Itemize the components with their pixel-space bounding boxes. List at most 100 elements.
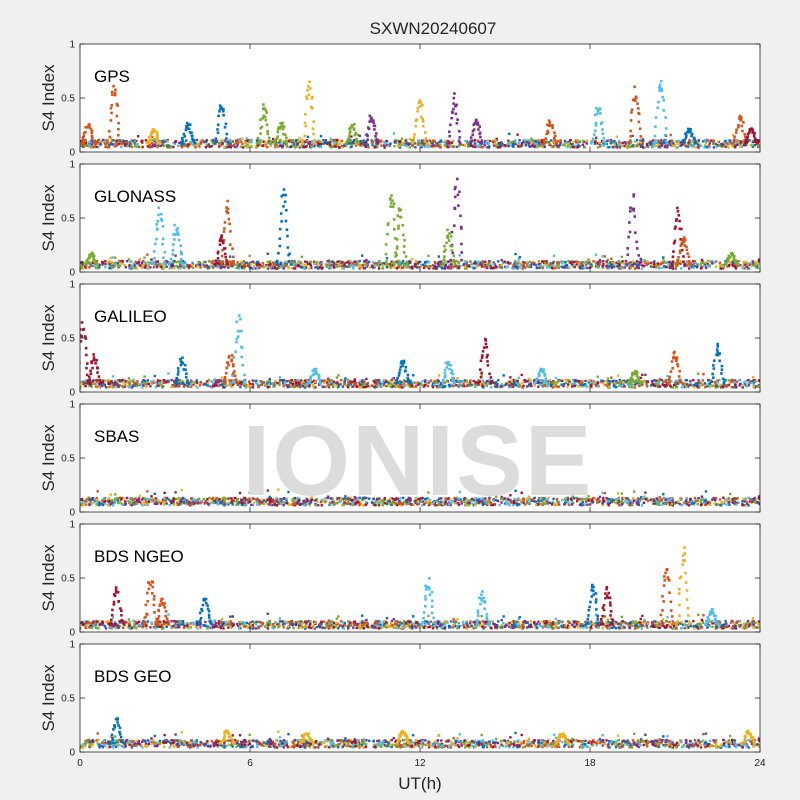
data-point — [251, 379, 254, 382]
data-point — [526, 265, 530, 268]
data-point — [390, 382, 393, 386]
data-point — [540, 145, 544, 149]
spike-point — [542, 138, 546, 142]
data-point — [170, 264, 173, 268]
data-point — [378, 385, 382, 388]
data-point — [617, 143, 620, 146]
data-point — [128, 382, 131, 386]
data-point — [178, 260, 181, 264]
data-point — [119, 145, 123, 149]
data-point — [570, 385, 574, 388]
data-point — [554, 266, 557, 270]
data-point — [747, 384, 751, 387]
data-point — [364, 145, 368, 148]
data-point — [271, 382, 274, 386]
data-point — [360, 142, 363, 145]
chart-title: SXWN20240607 — [370, 19, 497, 38]
data-point — [500, 258, 503, 262]
data-point — [520, 373, 523, 377]
spike-point — [115, 114, 119, 118]
data-point — [398, 146, 402, 149]
data-point — [498, 386, 501, 389]
data-point — [503, 143, 507, 147]
data-point — [535, 266, 539, 270]
data-point — [592, 381, 595, 384]
spike-point — [450, 116, 453, 120]
spike-point — [286, 234, 289, 238]
data-point — [297, 385, 300, 388]
data-point — [716, 381, 720, 384]
data-point — [395, 266, 399, 270]
data-point — [425, 382, 429, 385]
data-point — [345, 383, 348, 387]
data-point — [743, 267, 746, 270]
data-point — [733, 146, 737, 149]
data-point — [708, 383, 711, 387]
spike-point — [475, 118, 478, 122]
data-point — [377, 267, 381, 270]
spike-point — [396, 214, 400, 217]
spike-point — [547, 119, 551, 122]
data-point — [351, 143, 354, 146]
data-point — [445, 145, 449, 149]
data-point — [159, 383, 162, 387]
data-point — [649, 265, 653, 268]
data-point — [385, 257, 389, 260]
spike-point — [374, 132, 378, 135]
data-point — [529, 384, 533, 387]
data-point — [537, 381, 540, 384]
data-point — [482, 386, 485, 389]
data-point — [542, 265, 545, 268]
data-point — [351, 262, 355, 265]
data-point — [508, 132, 511, 136]
data-point — [473, 262, 476, 265]
data-point — [481, 379, 485, 382]
data-point — [172, 385, 176, 388]
data-point — [287, 266, 291, 269]
data-point — [426, 383, 429, 387]
spike-point — [96, 263, 100, 266]
data-point — [724, 378, 727, 382]
spike-point — [148, 138, 152, 142]
data-point — [694, 262, 697, 265]
spike-point — [424, 137, 428, 140]
data-point — [231, 383, 234, 387]
data-point — [271, 137, 275, 141]
data-point — [104, 266, 107, 269]
data-point — [229, 263, 232, 266]
data-point — [393, 145, 396, 148]
data-point — [581, 382, 584, 385]
data-point — [191, 381, 194, 385]
data-point — [230, 385, 233, 389]
spike-point — [82, 132, 86, 135]
data-point — [686, 385, 690, 388]
spike-point — [664, 127, 668, 130]
data-point — [576, 138, 579, 142]
spike-point — [312, 120, 316, 123]
spike-point — [277, 251, 280, 255]
data-point — [418, 260, 422, 264]
data-point — [758, 140, 760, 143]
data-point — [606, 377, 610, 380]
spike-point — [455, 121, 459, 125]
data-point — [579, 385, 583, 388]
data-point — [711, 260, 714, 263]
data-point — [328, 380, 331, 383]
data-point — [385, 140, 388, 143]
spike-point — [743, 133, 746, 136]
spike-point — [451, 111, 454, 115]
data-point — [420, 143, 424, 147]
data-point — [694, 146, 698, 149]
spike-point — [654, 125, 657, 128]
data-point — [617, 140, 621, 143]
data-point — [373, 139, 376, 142]
data-point — [228, 144, 232, 148]
data-point — [502, 261, 505, 265]
data-point — [318, 145, 321, 149]
data-point — [178, 380, 181, 383]
data-point — [233, 145, 237, 149]
spike-point — [181, 136, 184, 140]
data-point — [501, 142, 504, 146]
data-point — [237, 265, 240, 268]
